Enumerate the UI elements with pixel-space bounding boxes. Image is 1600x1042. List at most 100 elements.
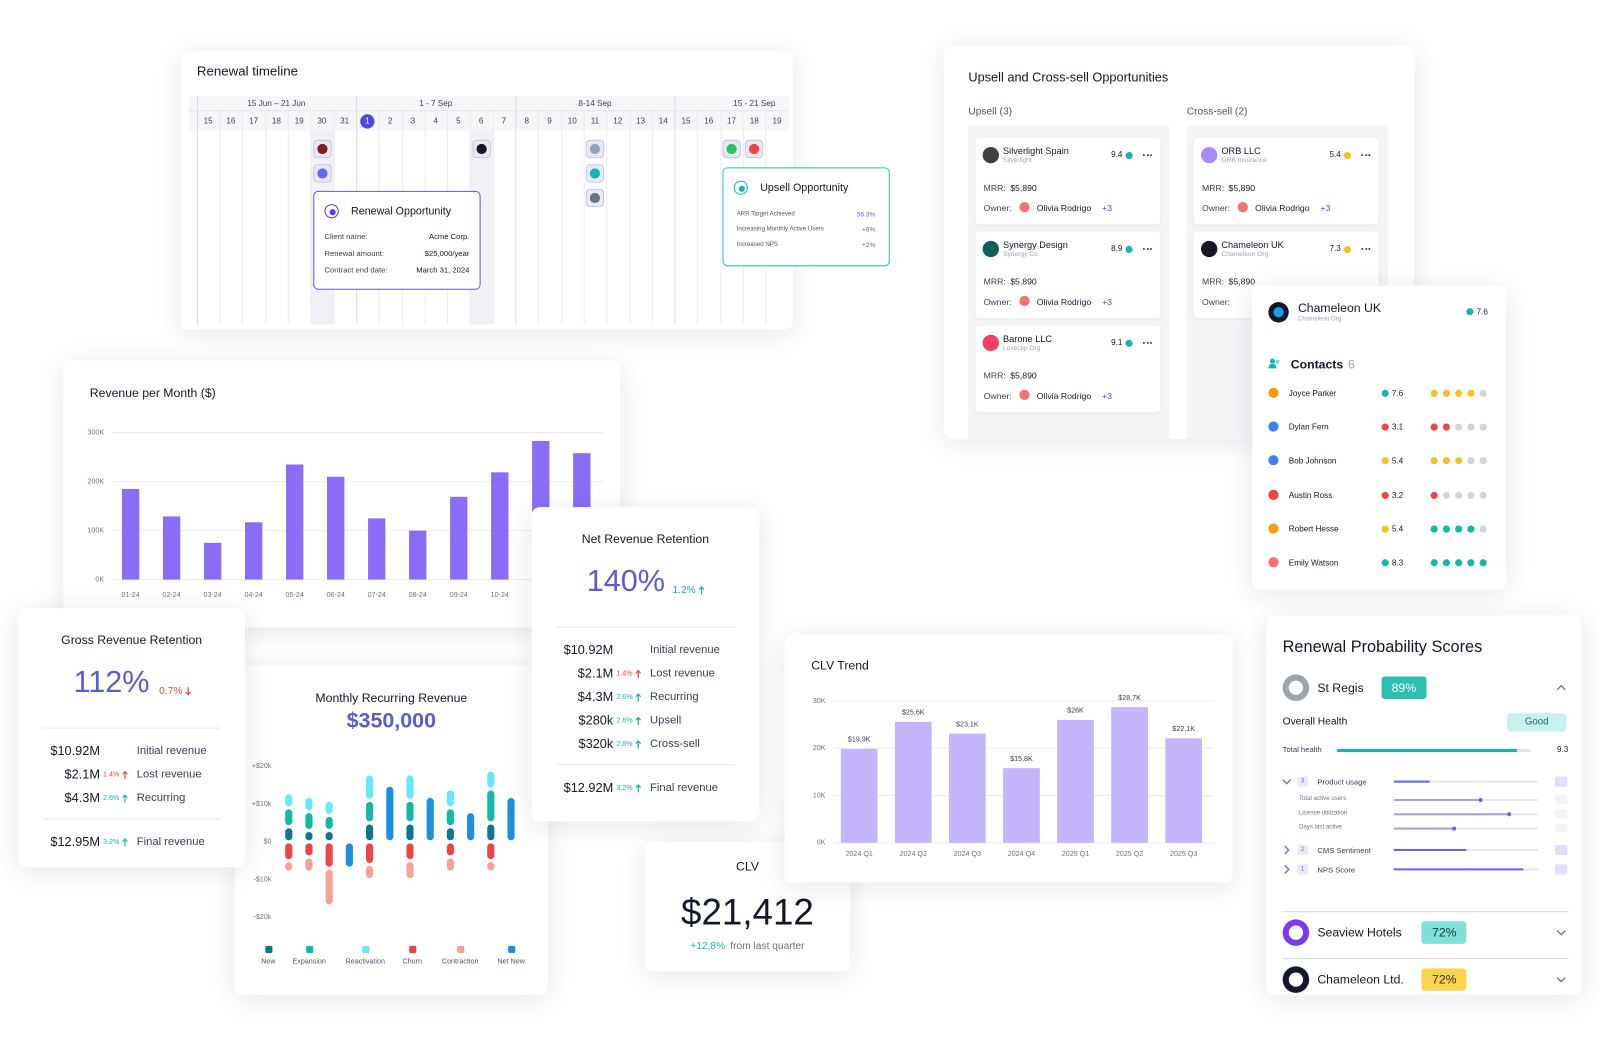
bar bbox=[286, 464, 304, 580]
day-label: 31 bbox=[340, 116, 350, 126]
day-label: 15 bbox=[681, 116, 691, 126]
menu-dot bbox=[1368, 154, 1371, 157]
column-heading: Cross-sell (2) bbox=[1186, 106, 1248, 118]
grid-column-line bbox=[219, 110, 221, 325]
mrr-label: MRR: bbox=[1202, 276, 1225, 287]
x-tick-label: 2024 Q2 bbox=[900, 850, 927, 858]
contacts-count: 6 bbox=[1347, 357, 1355, 372]
row-amount: $280k bbox=[578, 713, 614, 728]
row-label: Lost revenue bbox=[136, 768, 202, 781]
row-label: Initial revenue bbox=[649, 643, 720, 657]
card-title: CLV Trend bbox=[811, 658, 869, 673]
row-label: Final revenue bbox=[649, 781, 719, 794]
header-divider bbox=[188, 110, 789, 112]
rating-dot bbox=[1455, 491, 1463, 499]
bar-segment bbox=[325, 816, 333, 829]
score-dot bbox=[1381, 525, 1389, 533]
day-label: 10 bbox=[567, 116, 577, 126]
bar-segment bbox=[406, 775, 414, 799]
y-tick-label: 20K bbox=[813, 744, 826, 752]
progress-fill bbox=[1393, 827, 1455, 830]
bar-segment bbox=[305, 798, 313, 811]
row-amount: $12.92M bbox=[563, 780, 614, 795]
factor-name: CMS Sentiment bbox=[1317, 845, 1371, 856]
client-logo-mark bbox=[316, 143, 328, 155]
week-label: 1 - 7 Sep bbox=[419, 98, 453, 109]
change: 1.2% bbox=[672, 584, 705, 596]
owner-more: +3 bbox=[1102, 390, 1112, 402]
progress-track bbox=[1393, 827, 1538, 830]
change-value: 1.2% bbox=[672, 584, 696, 596]
bar bbox=[244, 522, 263, 580]
contact-avatar bbox=[1268, 557, 1279, 568]
rating-dot bbox=[1455, 559, 1463, 567]
arrow-shape bbox=[635, 740, 642, 749]
bar bbox=[162, 516, 181, 580]
bar-segment bbox=[325, 869, 333, 905]
menu-dot bbox=[1361, 154, 1364, 157]
bar-segment bbox=[406, 843, 414, 860]
rating-dot bbox=[1467, 491, 1475, 499]
row-amount: $2.1M bbox=[577, 666, 614, 681]
revenue-card: Revenue per Month ($) 0K 100K 200K 300K 01-24… bbox=[63, 360, 621, 628]
menu-dot bbox=[1149, 247, 1153, 250]
day-label: 13 bbox=[635, 116, 646, 126]
grid-column-line bbox=[629, 110, 631, 325]
contact-avatar bbox=[1268, 421, 1279, 432]
score-dot bbox=[1125, 339, 1133, 347]
clv-trend-card: CLV Trend 0K 10K 20K 30K 2024 Q1 $19,9K 2024 Q2… bbox=[784, 634, 1233, 883]
metric-name: Days last active bbox=[1298, 824, 1342, 831]
arrow-shape bbox=[122, 794, 128, 803]
y-tick-label: 10K bbox=[813, 791, 826, 799]
contacts-card: Chameleon UK Chameleon Org 7.6 Contacts 6 Joy… bbox=[1252, 285, 1507, 590]
change-value: 0.7% bbox=[159, 685, 183, 697]
grid-column-line bbox=[492, 110, 494, 325]
change-value: 1.4% bbox=[103, 771, 120, 779]
rating-dot bbox=[1455, 423, 1463, 431]
rating-dot bbox=[1479, 389, 1487, 397]
bar-segment bbox=[285, 828, 293, 841]
x-tick-label: 05-24 bbox=[286, 591, 304, 599]
change-value: 3.2% bbox=[103, 838, 120, 846]
day-label: 1 bbox=[360, 114, 375, 129]
owner-label: Owner: bbox=[983, 296, 1012, 308]
account-score: 72% bbox=[1421, 968, 1467, 991]
x-tick-label: 04-24 bbox=[245, 591, 263, 599]
rating-dot bbox=[1479, 559, 1487, 567]
trend-arrow bbox=[698, 586, 705, 595]
bar bbox=[1165, 738, 1203, 843]
bar-segment bbox=[305, 813, 313, 829]
trend-arrow bbox=[635, 693, 642, 702]
contacts-heading: Contacts bbox=[1290, 357, 1344, 372]
bar-segment bbox=[446, 843, 454, 856]
legend-swatch bbox=[305, 945, 313, 954]
mrr-value: $350,000 bbox=[346, 709, 437, 733]
opportunity-item: Synergy Design Synergy Co. 8.9 MRR: $5,890 Ow… bbox=[975, 231, 1161, 319]
score: 8.9 bbox=[1111, 243, 1123, 254]
grid-column-line bbox=[560, 110, 562, 325]
company-name: Synergy Design bbox=[1003, 239, 1068, 250]
progress-fill bbox=[1393, 780, 1430, 783]
client-logo-mark bbox=[316, 168, 328, 179]
legend-label: Contraction bbox=[441, 958, 479, 966]
metric-box bbox=[1555, 823, 1568, 833]
metric-label: ARR Target Achieved bbox=[736, 211, 795, 218]
field-label: Contract end date: bbox=[324, 265, 388, 275]
grid-column-line bbox=[515, 95, 517, 325]
account-score: 89% bbox=[1381, 676, 1427, 699]
progress-track bbox=[1393, 780, 1538, 783]
metric-name: Total active users bbox=[1298, 795, 1347, 803]
contact-score: 5.4 bbox=[1391, 524, 1404, 534]
contact-name: Dylan Fern bbox=[1288, 422, 1329, 432]
menu-dot bbox=[1364, 247, 1367, 250]
legend-swatch bbox=[507, 945, 515, 954]
legend-label: Expansion bbox=[292, 958, 326, 966]
y-tick-label: 30K bbox=[813, 697, 826, 705]
week-label: 8-14 Sep bbox=[578, 98, 612, 109]
rating-dot bbox=[1467, 389, 1475, 397]
bar-segment bbox=[406, 824, 414, 841]
owner-label: Owner: bbox=[983, 203, 1012, 214]
trend-arrow bbox=[122, 770, 128, 780]
row-amount: $4.3M bbox=[64, 790, 100, 806]
y-tick-label: 0K bbox=[817, 839, 826, 847]
